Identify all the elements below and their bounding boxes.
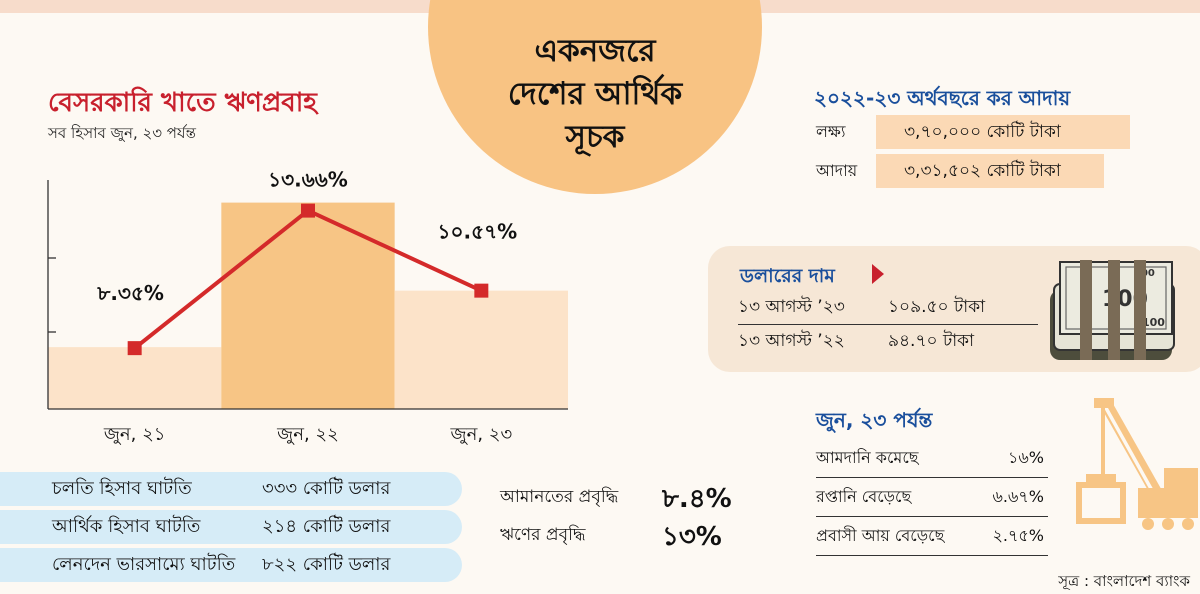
crane-icon [1076,398,1198,530]
dollar-value: ৯৪.৭০ টাকা [888,330,974,351]
deficit-label: আর্থিক হিসাব ঘাটতি [52,515,201,537]
value-band [48,347,222,409]
title-line-1: একনজরে [534,33,656,69]
value-band [221,202,395,409]
deficit-value: ৮২২ কোটি ডলার [262,553,391,575]
loan-growth-label: ঋণের প্রবৃদ্ধি [500,525,586,545]
deposit-growth-value: ৮.৪% [662,484,732,514]
x-tick-label: জুন, ২২ [276,424,339,445]
june-label: রপ্তানি বেড়েছে [816,487,912,506]
dollar-row: ১৩ আগস্ট ’২৩ ১০৯.৫০ টাকা [738,292,1048,323]
june-row: রপ্তানি বেড়েছে ৬.৬৭% [816,479,1048,517]
credit-flow-chart: ৮.৩৫% ১৩.৬৬% ১০.৫৭% জুন, ২১ জুন, ২২ জুন, ২৩ [47,168,568,445]
dollar-divider [738,324,1038,325]
deficit-row: চলতি হিসাব ঘাটতি ৩৩৩ কোটি ডলার [0,472,462,506]
dollar-date: ১৩ আগস্ট ’২২ [738,330,845,351]
deficit-value: ৩৩৩ কোটি ডলার [262,477,391,499]
dollar-bundle-icon: 100 100 100 [1050,260,1175,360]
dollar-value: ১০৯.৫০ টাকা [888,296,986,317]
value-band [394,290,568,409]
deficit-value: ২১৪ কোটি ডলার [262,515,391,537]
june-title: জুন, ২৩ পর্যন্ত [816,408,933,432]
svg-text:100: 100 [1142,316,1165,329]
arrow-right-icon [872,264,884,284]
page-title: একনজরে দেশের আর্থিক সূচক [478,30,712,159]
tax-label: লক্ষ্য [816,121,846,141]
x-tick-label: জুন, ২৩ [449,424,512,445]
data-label: ৮.৩৫% [96,281,164,305]
tax-title: ২০২২-২৩ অর্থবছরে কর আদায় [814,86,1071,110]
chart-title: বেসরকারি খাতে ঋণপ্রবাহ [48,88,317,118]
deficit-row: আর্থিক হিসাব ঘাটতি ২১৪ কোটি ডলার [0,510,462,544]
loan-growth-value: ১৩% [662,522,722,552]
deficit-row: লেনদেন ভারসাম্যে ঘাটতি ৮২২ কোটি ডলার [0,548,462,582]
june-label: প্রবাসী আয় বেড়েছে [816,526,945,545]
dollar-date: ১৩ আগস্ট ’২৩ [738,296,845,317]
june-label: আমদানি কমেছে [816,448,919,467]
x-tick-label: জুন, ২১ [103,424,166,445]
june-value: ৬.৬৭% [992,487,1045,506]
data-label: ১০.৫৭% [438,220,518,244]
june-value: ১৬% [1008,448,1044,467]
title-line-3: সূচক [565,119,625,155]
dollar-title: ডলারের দাম [740,265,835,287]
data-label: ১৩.৬৬% [268,168,348,192]
data-point [127,341,142,356]
title-line-2: দেশের আর্থিক [507,76,683,112]
june-row: প্রবাসী আয় বেড়েছে ২.৭৫% [816,518,1048,556]
deficit-label: লেনদেন ভারসাম্যে ঘাটতি [52,553,236,575]
data-point [301,203,315,218]
dollar-row: ১৩ আগস্ট ’২২ ৯৪.৭০ টাকা [738,326,1048,357]
tax-row-collected: আদায় ৩,৩১,৫০২ কোটি টাকা [816,154,1104,188]
june-value: ২.৭৫% [992,526,1044,545]
data-point [474,283,489,298]
tax-label: আদায় [816,160,858,180]
tax-value: ৩,৩১,৫০২ কোটি টাকা [876,154,1104,188]
source-note: সূত্র : বাংলাদেশ ব্যাংক [1058,572,1190,590]
deposit-growth-label: আমানতের প্রবৃদ্ধি [500,487,619,507]
june-row: আমদানি কমেছে ১৬% [816,440,1048,478]
chart-subtitle: সব হিসাব জুন, ২৩ পর্যন্ত [48,124,196,142]
tax-value: ৩,৭০,০০০ কোটি টাকা [876,115,1130,149]
tax-row-target: লক্ষ্য ৩,৭০,০০০ কোটি টাকা [816,115,1130,149]
deficit-label: চলতি হিসাব ঘাটতি [52,477,192,499]
